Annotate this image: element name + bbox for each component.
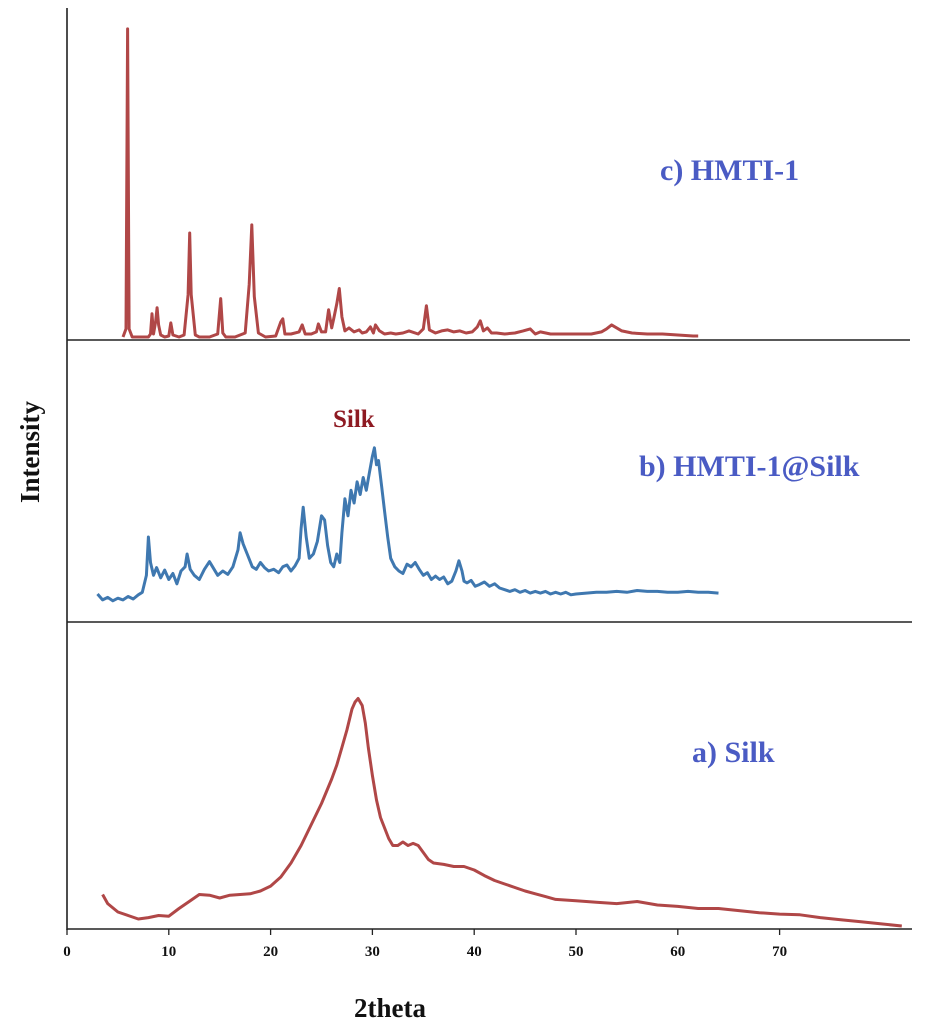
series-line-bottom — [101, 697, 902, 928]
x-tick-label-30: 30 — [365, 944, 380, 960]
x-axis-title: 2theta — [354, 993, 426, 1023]
x-tick-label-50: 50 — [569, 944, 584, 960]
series-label-a: a) Silk — [692, 736, 775, 769]
x-tick-label-0: 0 — [63, 944, 71, 960]
x-tick-label-40: 40 — [467, 944, 482, 960]
silk-peak-annotation: Silk — [333, 406, 375, 433]
series-label-c: c) HMTI-1 — [660, 154, 799, 187]
x-axis-tick-labels: 0 10 20 30 40 50 60 70 — [63, 944, 787, 960]
x-tick-label-70: 70 — [772, 944, 787, 960]
series-layer — [96, 27, 902, 928]
series-label-b: b) HMTI-1@Silk — [639, 450, 860, 483]
series-line-top — [121, 27, 699, 339]
series-line-middle — [96, 446, 719, 603]
x-tick-label-20: 20 — [263, 944, 278, 960]
x-axis-ticks — [66, 929, 781, 935]
y-axis-title: Intensity — [15, 400, 45, 503]
x-tick-label-60: 60 — [670, 944, 685, 960]
x-tick-label-10: 10 — [161, 944, 176, 960]
